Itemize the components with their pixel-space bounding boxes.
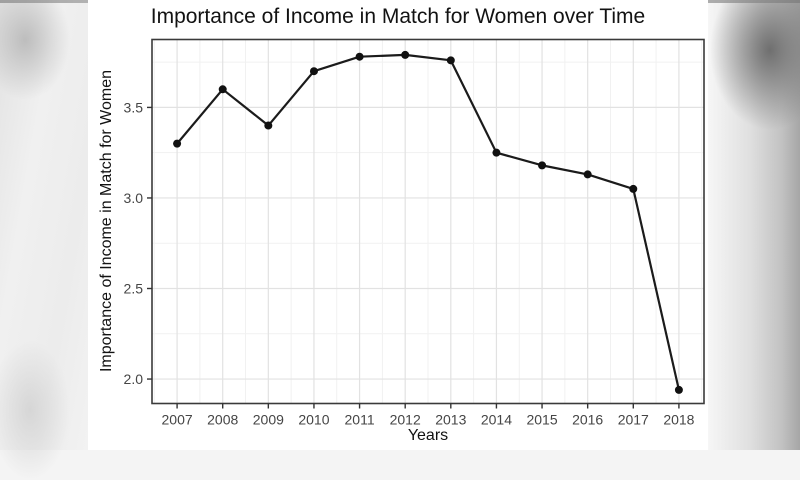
data-point	[173, 139, 182, 148]
y-tick-label: 2.5	[124, 281, 144, 297]
panel-border	[151, 38, 705, 405]
x-tick-label: 2018	[663, 412, 694, 428]
x-tick-label: 2015	[526, 412, 557, 428]
data-point	[583, 170, 592, 179]
data-point	[218, 85, 227, 94]
data-point	[538, 161, 547, 170]
x-tick-label: 2009	[253, 412, 284, 428]
x-tick-label: 2007	[162, 412, 193, 428]
data-point	[264, 121, 273, 130]
data-point	[492, 148, 501, 157]
data-point	[674, 385, 683, 394]
data-point	[309, 67, 318, 76]
data-point	[629, 184, 638, 193]
plot-panel: 2007 2008 2009 2010 2011 2012 2013 2014 2015 2016…	[124, 38, 705, 428]
letterbox-right-blur	[708, 0, 800, 450]
data-point	[355, 52, 364, 61]
y-tick-label: 3.5	[124, 99, 144, 115]
y-tick-label: 2.0	[124, 371, 144, 387]
x-tick-label: 2011	[345, 412, 375, 428]
x-tick-label: 2008	[207, 412, 238, 428]
data-point	[401, 50, 410, 59]
data-point	[446, 56, 455, 65]
x-tick-label: 2010	[298, 412, 329, 428]
x-axis-title: Years	[407, 427, 449, 444]
letterbox-left-blur	[0, 0, 88, 480]
x-tick-label: 2012	[390, 412, 421, 428]
y-tick-label: 3.0	[124, 190, 144, 206]
chart-title: Importance of Income in Match for Women …	[150, 5, 646, 28]
x-tick-label: 2014	[481, 412, 512, 428]
x-tick-label: 2013	[435, 412, 466, 428]
x-tick-label: 2016	[572, 412, 603, 428]
x-tick-label: 2017	[618, 412, 649, 428]
data-line	[176, 53, 680, 391]
